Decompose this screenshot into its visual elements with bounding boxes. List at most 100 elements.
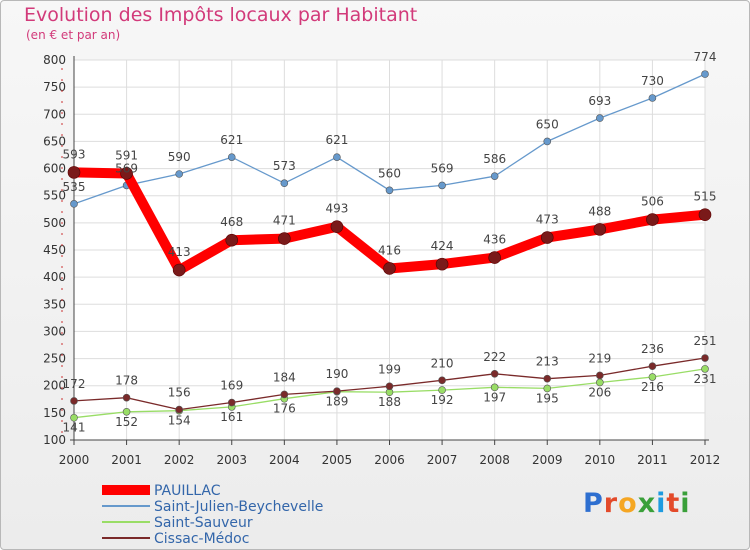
x-tick-label: 2000 [59, 453, 90, 467]
y-tick-label: 650 [43, 134, 66, 148]
data-point [646, 213, 659, 226]
data-point [175, 405, 183, 414]
series-group [67, 70, 712, 422]
data-point [122, 407, 131, 416]
data-point [648, 94, 657, 102]
data-point [333, 387, 341, 395]
data-point [227, 398, 236, 407]
data-label: 222 [483, 350, 506, 364]
y-tick-label: 250 [43, 352, 66, 366]
logo-letter: x [637, 488, 657, 519]
data-point [438, 376, 446, 385]
data-point [648, 362, 657, 370]
data-label: 197 [483, 390, 506, 404]
x-tick-label: 2003 [216, 453, 247, 467]
data-label: 152 [115, 415, 138, 429]
y-tick-label: 150 [43, 406, 66, 420]
data-point [543, 384, 552, 393]
data-label: 141 [63, 421, 86, 435]
data-point [385, 186, 394, 195]
data-label: 586 [483, 152, 506, 166]
data-label: 493 [325, 202, 348, 216]
data-label: 154 [168, 414, 191, 428]
data-label: 199 [378, 362, 401, 376]
data-point [490, 383, 499, 392]
data-point [175, 170, 183, 178]
data-label: 593 [63, 147, 86, 161]
data-label: 591 [115, 148, 138, 162]
y-tick-label: 450 [43, 243, 66, 257]
data-label: 424 [431, 239, 454, 253]
x-tick-label: 2010 [585, 453, 616, 467]
data-point [490, 369, 499, 378]
x-tick-label: 2012 [690, 453, 721, 467]
data-point [278, 232, 291, 245]
data-point [593, 223, 607, 236]
data-label: 436 [483, 233, 506, 247]
proxiti-logo: Proxiti [583, 488, 691, 519]
data-label: 560 [378, 166, 401, 180]
data-label: 621 [325, 133, 348, 147]
data-point [385, 382, 394, 391]
data-label: 188 [378, 395, 401, 409]
data-label: 178 [115, 374, 138, 388]
data-point [227, 153, 236, 161]
data-point [333, 153, 341, 161]
data-label: 569 [431, 161, 454, 175]
legend-label: Saint-Sauveur [154, 515, 253, 531]
legend-label: PAUILLAC [154, 483, 221, 499]
data-label: 506 [641, 195, 664, 209]
data-label: 172 [63, 377, 86, 391]
data-label: 169 [220, 379, 243, 393]
logo-letter: r [603, 488, 619, 519]
data-label: 590 [168, 150, 191, 164]
data-label: 192 [431, 393, 454, 407]
logo-letter: i [680, 488, 691, 519]
data-label: 190 [325, 367, 348, 381]
data-point [488, 251, 501, 264]
data-point [438, 386, 446, 394]
data-label: 535 [63, 180, 86, 194]
data-point [596, 371, 604, 380]
data-label: 219 [588, 351, 611, 365]
data-label: 693 [588, 94, 611, 108]
logo-letter: o [618, 488, 638, 519]
data-point [435, 257, 449, 271]
data-label: 236 [641, 342, 664, 356]
y-tick-label: 550 [43, 189, 66, 203]
data-label: 471 [273, 214, 296, 228]
data-point [596, 114, 604, 122]
data-point [543, 374, 552, 383]
data-label: 730 [641, 74, 664, 88]
data-label: 206 [588, 385, 611, 399]
data-point [490, 172, 499, 180]
data-point [701, 365, 709, 373]
x-tick-label: 2001 [111, 453, 142, 467]
y-tick-label: 800 [43, 53, 66, 67]
chart-title: Evolution des Impôts locaux par Habitant [24, 4, 418, 26]
y-tick-label: 300 [43, 324, 66, 338]
x-tick-label: 2007 [427, 453, 458, 467]
y-tick-label: 750 [43, 80, 66, 94]
x-tick-label: 2006 [374, 453, 405, 467]
data-point [225, 233, 239, 247]
logo-letter: P [583, 488, 604, 519]
data-point [648, 373, 657, 381]
data-point [70, 413, 78, 422]
x-tick-label: 2009 [532, 453, 563, 467]
x-tick-label: 2004 [269, 453, 300, 467]
data-labels: 535 569 590 621 573 621 560 569 586 650 693 730 774 1… [63, 50, 717, 435]
data-point [280, 179, 289, 188]
data-label: 413 [168, 245, 191, 259]
x-tick-label: 2011 [637, 453, 668, 467]
y-tick-label: 350 [43, 297, 66, 311]
data-point [701, 70, 709, 78]
data-label: 650 [536, 117, 559, 131]
data-point [280, 390, 289, 399]
data-label: 213 [536, 355, 559, 369]
data-point [70, 200, 78, 208]
x-tick-label: 2008 [479, 453, 510, 467]
data-label: 184 [273, 370, 296, 384]
data-label: 231 [694, 372, 717, 386]
y-tick-label: 200 [43, 379, 66, 393]
